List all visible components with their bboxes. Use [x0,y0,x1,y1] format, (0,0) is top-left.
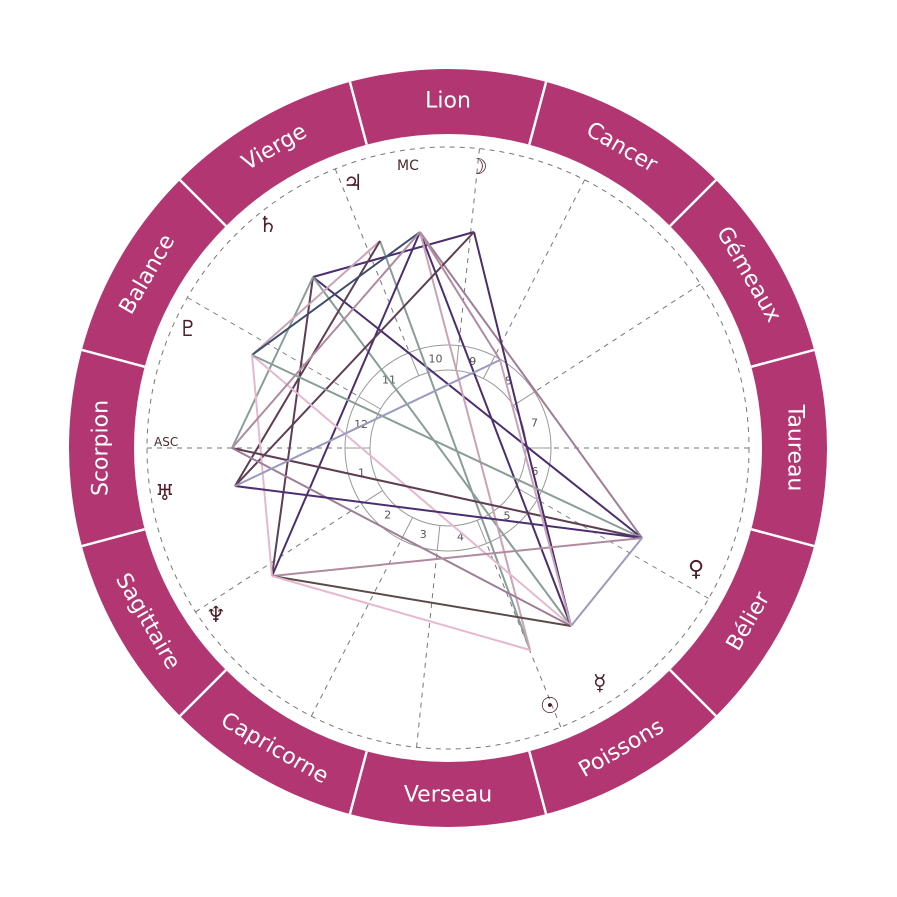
aspect-line [271,231,421,577]
zodiac-sign-label: Verseau [404,783,492,808]
house-ring-inner [369,369,527,527]
aspect-lines [231,231,643,651]
aspect-line [234,231,475,487]
house-number: 8 [505,375,512,388]
aspect-line [231,447,643,539]
aspect-line [271,575,531,651]
house-cusp-tick [408,352,420,376]
sun-icon: ☉ [540,694,560,719]
zodiac-divider [669,669,717,717]
zodiac-sign-label: Taureau [783,404,808,492]
house-cusp-line [458,148,480,346]
zodiac-divider [750,528,815,548]
zodiac-divider [528,750,548,815]
zodiac-divider [81,528,146,548]
house-cusp-tick [476,520,488,544]
house-cusp-tick [455,345,460,371]
house-ring-outer [344,344,552,552]
house-number: 9 [469,355,476,368]
house-number: 2 [384,508,391,521]
aspect-line [419,231,501,361]
zodiac-divider [348,81,368,146]
house-number: 7 [531,417,538,430]
aspect-line [379,240,531,651]
house-cusp-line [534,283,701,393]
house-cusp-line [334,168,410,353]
house-cusp-tick [436,525,441,551]
aspect-line [419,231,643,539]
house-cusp-line [536,499,709,599]
house-cusp-tick [482,355,496,379]
jupiter-icon: ♃ [343,171,363,196]
zodiac-sign-label: Scorpion [89,400,114,496]
house-number: 6 [531,465,538,478]
aspect-line [312,231,475,278]
house-number: 1 [358,466,365,479]
house-cusp-line [187,297,360,397]
zodiac-ring-dividers [81,81,815,815]
zodiac-divider [179,179,227,227]
aspect-line [419,231,531,651]
aspect-line [312,276,643,539]
aspect-line [234,485,643,539]
house-cusp-lines [147,148,749,748]
pluto-icon: ♇ [178,317,198,342]
aspect-line [231,231,421,449]
house-number: 3 [420,528,427,541]
aspect-line [234,359,501,487]
zodiac-divider [528,81,548,146]
aspect-line [251,354,572,627]
aspect-line [419,231,572,627]
aspect-line [271,537,643,577]
saturn-icon: ♄ [258,213,278,238]
house-cusp-line [486,543,562,728]
aspect-line [251,354,273,577]
zodiac-divider [669,179,717,227]
house-cusp-line [310,539,402,717]
aspect-line [251,354,643,539]
aspect-line [499,359,572,627]
house-cusp-line [195,503,362,613]
house-number: 5 [504,509,511,522]
asc-label: ASC [154,435,178,449]
zodiac-divider [348,750,368,815]
house-number: 10 [428,352,442,365]
aspect-line [570,537,643,627]
aspect-line [271,276,314,577]
mercury-icon: ☿ [593,671,607,696]
aspect-line [251,240,381,356]
zodiac-divider [750,348,815,368]
house-cusp-tick [400,517,414,541]
mc-label: MC [397,158,419,174]
zodiac-divider [179,669,227,717]
house-cusp-line [416,550,438,748]
aspect-line [251,231,421,356]
aspect-line [231,276,314,449]
aspect-line [271,575,572,627]
aspect-line [312,276,572,627]
venus-icon: ♀ [688,557,704,582]
zodiac-divider [81,348,146,368]
moon-icon: ☽ [468,155,488,180]
house-cusp-tick [358,396,381,410]
uranus-icon: ♅ [155,481,175,506]
house-cusp-line [494,179,586,357]
zodiac-sign-label: Lion [425,89,471,114]
house-number: 4 [457,531,464,544]
neptune-icon: ♆ [206,603,226,628]
aspect-line [231,447,572,627]
aspect-line [473,231,572,627]
